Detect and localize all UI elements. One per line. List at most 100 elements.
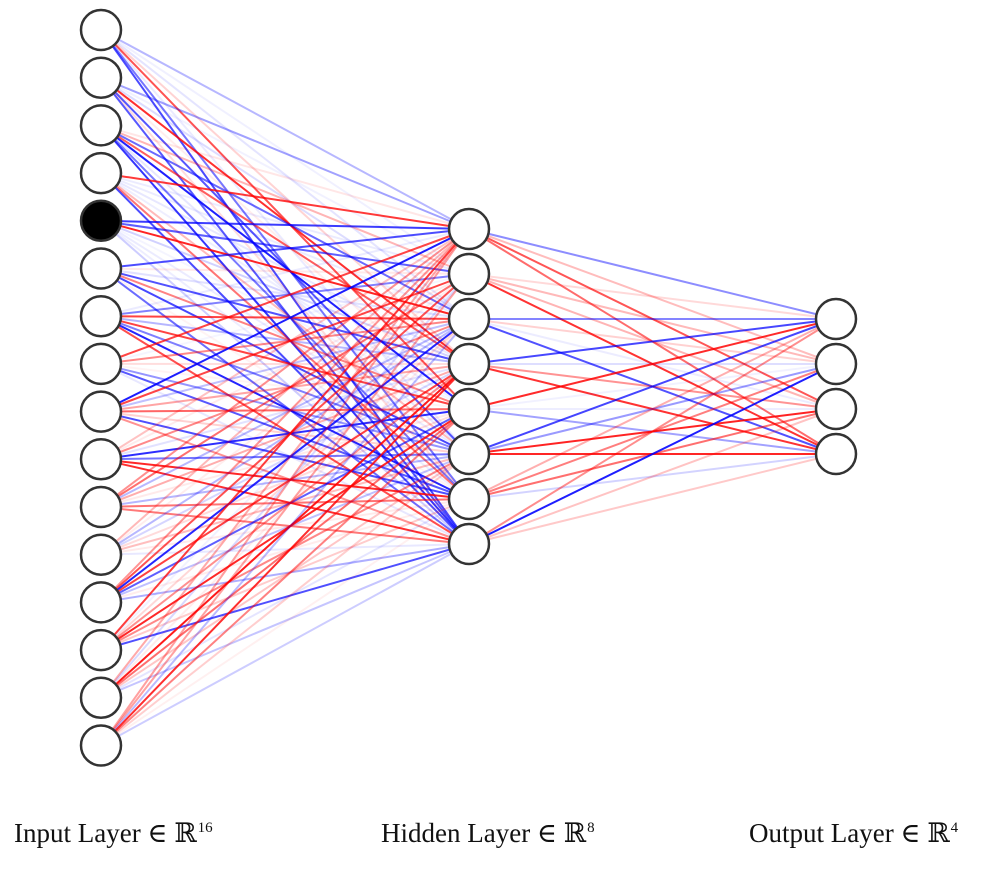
weight-edge — [100, 318, 470, 604]
weight-edge — [468, 228, 837, 320]
input-layer-dimension: 16 — [197, 820, 213, 836]
input-node[interactable] — [79, 56, 123, 99]
weight-edge — [100, 29, 470, 230]
input-node[interactable] — [79, 485, 123, 529]
hidden-node[interactable] — [447, 432, 491, 476]
weight-edge — [468, 318, 837, 545]
hidden-node[interactable] — [447, 207, 491, 251]
input-node[interactable] — [79, 294, 123, 338]
weight-edge — [100, 124, 470, 410]
weight-edge — [100, 498, 470, 556]
weight-edge — [100, 228, 470, 413]
input-node[interactable] — [79, 676, 123, 720]
weight-edge — [100, 318, 470, 365]
weight-edge — [100, 410, 470, 500]
hidden-layer-dimension: 8 — [587, 820, 595, 836]
weight-edge — [100, 172, 470, 500]
hidden-node[interactable] — [447, 387, 491, 431]
input-node[interactable] — [79, 151, 123, 195]
weight-edge — [100, 453, 470, 604]
weight-edge — [100, 315, 470, 320]
weight-edge — [100, 219, 470, 365]
hidden-node[interactable] — [447, 297, 491, 341]
input-node[interactable] — [79, 581, 123, 624]
input-node[interactable] — [79, 247, 123, 290]
output-node[interactable] — [814, 342, 858, 386]
weight-edge — [100, 363, 470, 747]
weight-edge — [100, 318, 470, 508]
weight-edge — [100, 458, 470, 545]
weight-edge — [100, 363, 470, 508]
input-node[interactable] — [79, 724, 123, 767]
weight-edge — [468, 318, 837, 365]
output-node[interactable] — [814, 387, 858, 431]
weight-edge — [100, 220, 470, 500]
weight-edge — [100, 273, 470, 461]
weight-edge — [100, 124, 470, 455]
input-node[interactable] — [79, 104, 123, 147]
hidden-node[interactable] — [447, 252, 491, 296]
input-node[interactable] — [79, 390, 123, 433]
weight-edge — [100, 172, 470, 455]
weight-edge — [100, 453, 470, 556]
weight-edge — [100, 228, 470, 318]
hidden-node[interactable] — [447, 522, 491, 566]
output-node[interactable] — [814, 432, 858, 476]
weight-edge — [100, 124, 470, 275]
weight-edge — [100, 410, 470, 455]
input-node[interactable] — [79, 342, 123, 386]
weight-edge — [100, 172, 470, 545]
weight-edge — [100, 453, 470, 508]
weight-edge — [100, 172, 470, 410]
weight-edge — [100, 318, 470, 556]
weight-edge — [100, 219, 470, 455]
weight-edge — [100, 124, 470, 545]
weight-edge — [100, 408, 470, 747]
weight-edge — [100, 363, 470, 545]
output-layer-dimension: 4 — [950, 820, 959, 836]
weight-edge — [100, 172, 470, 230]
weight-edge — [100, 408, 470, 461]
weight-edge — [100, 29, 470, 275]
weight-edge — [100, 458, 470, 500]
input-node[interactable] — [79, 8, 123, 52]
weight-edge — [100, 267, 470, 455]
weight-edge — [100, 29, 470, 410]
weight-edge — [100, 267, 470, 545]
weight-edge — [100, 543, 470, 652]
output-node[interactable] — [814, 297, 858, 341]
weight-edge — [100, 543, 470, 699]
weight-edge — [100, 363, 470, 413]
weight-edge — [100, 172, 470, 365]
weight-edge — [100, 506, 470, 545]
weight-edge — [100, 318, 470, 651]
weight-edge — [100, 267, 470, 365]
weight-edge — [100, 228, 470, 604]
weight-edge — [468, 318, 837, 455]
weight-edge — [100, 124, 470, 320]
weight-edge — [100, 543, 470, 556]
weight-edge — [100, 543, 470, 747]
input-node[interactable] — [79, 628, 123, 672]
hidden-node[interactable] — [447, 477, 491, 521]
input-node[interactable] — [79, 438, 123, 481]
weight-edge — [100, 228, 470, 651]
weight-edge — [468, 363, 837, 545]
weight-edge — [100, 76, 470, 365]
weight-edge — [100, 318, 470, 747]
weight-edge — [100, 363, 470, 461]
weight-edge — [100, 498, 470, 508]
weight-edge — [100, 315, 470, 455]
weight-edge — [100, 273, 470, 747]
weight-edge — [100, 363, 470, 651]
weight-edge — [100, 543, 470, 604]
hidden-node[interactable] — [447, 342, 491, 386]
weight-edge — [468, 228, 837, 410]
output-layer-name: Output Layer — [749, 818, 894, 848]
weight-edge — [468, 318, 837, 410]
weight-edge — [100, 220, 470, 545]
hidden-layer-symbol: ∈ ℝ — [536, 818, 587, 848]
weight-edge — [100, 362, 470, 410]
input-node[interactable] — [79, 533, 123, 576]
input-node-active[interactable] — [79, 199, 123, 243]
